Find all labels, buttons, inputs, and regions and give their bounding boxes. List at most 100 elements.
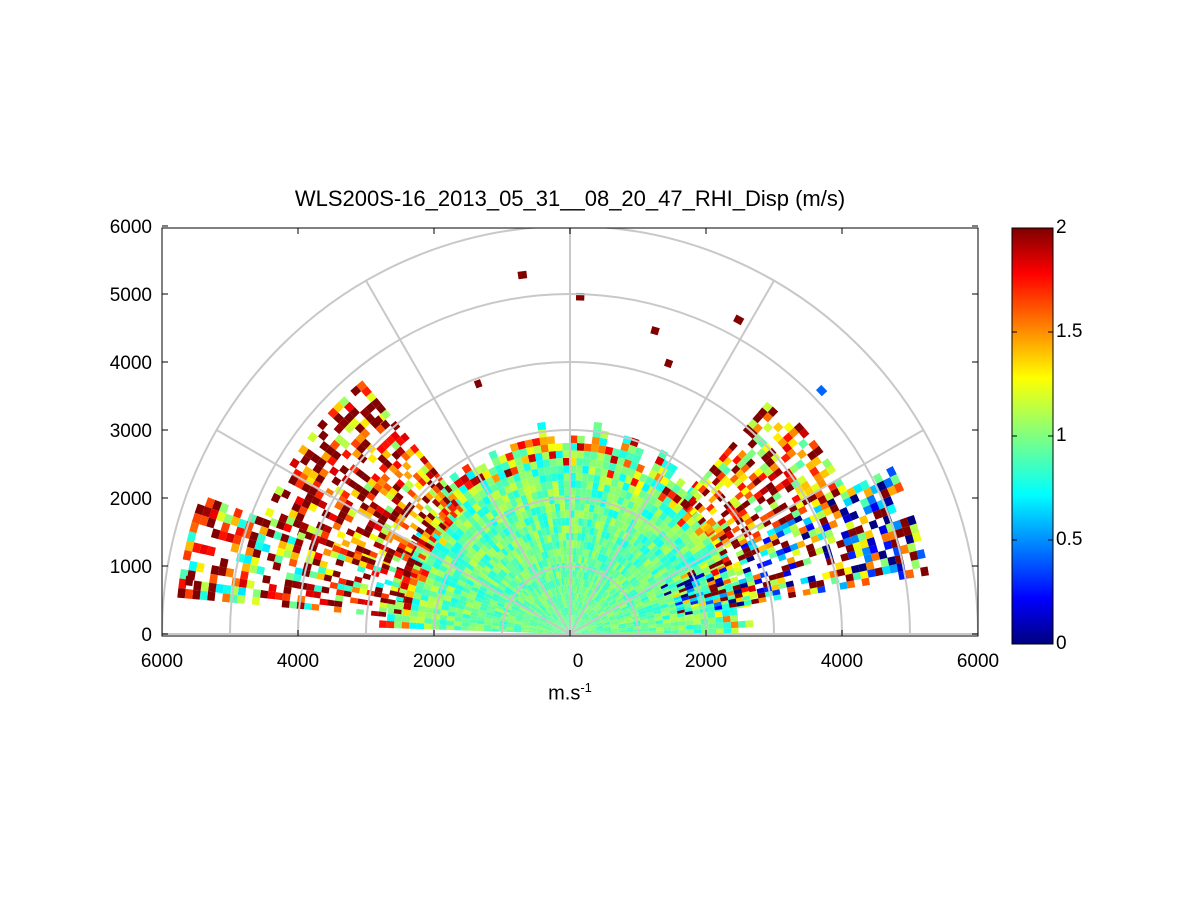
data-cell <box>881 565 891 575</box>
data-cell <box>507 619 515 624</box>
data-cell <box>573 592 577 601</box>
data-cell <box>505 553 513 562</box>
data-cell <box>256 533 266 544</box>
data-cell <box>425 606 434 614</box>
data-cell <box>586 607 593 615</box>
data-cell <box>579 622 586 628</box>
data-cell <box>591 614 599 620</box>
data-cell <box>743 599 752 606</box>
data-cell <box>562 442 570 451</box>
data-cell <box>692 550 703 560</box>
data-cell <box>610 601 618 608</box>
data-cell <box>380 597 389 604</box>
data-cell <box>654 517 663 527</box>
data-cell <box>482 533 491 542</box>
data-cell <box>680 573 689 580</box>
data-cell <box>237 586 247 596</box>
data-cell <box>591 602 598 609</box>
data-cell <box>576 450 584 459</box>
data-cell <box>796 540 806 549</box>
data-cell <box>617 565 625 574</box>
data-cell <box>543 631 552 633</box>
data-cell <box>596 560 603 569</box>
data-cell <box>560 593 564 601</box>
data-cell <box>543 574 549 583</box>
data-cell <box>280 489 291 500</box>
data-cell <box>560 585 564 594</box>
data-cell <box>521 628 529 631</box>
data-cell <box>308 570 318 579</box>
data-cell <box>645 529 654 539</box>
data-cell <box>584 587 589 596</box>
data-cell <box>499 581 508 589</box>
data-cell <box>456 563 466 572</box>
data-cell <box>766 496 776 506</box>
data-cell <box>463 567 473 575</box>
data-cell <box>786 517 796 527</box>
data-cell <box>617 619 625 623</box>
data-cell <box>596 630 604 632</box>
data-cell <box>858 563 868 572</box>
data-cell <box>626 468 636 478</box>
data-cell <box>580 626 588 630</box>
data-cell <box>361 529 372 538</box>
data-cell <box>494 524 503 533</box>
data-cell <box>272 561 282 571</box>
data-cell <box>210 565 220 576</box>
data-cell <box>288 509 299 520</box>
data-cell <box>564 615 567 623</box>
data-cell <box>419 455 429 465</box>
data-cell <box>661 486 672 496</box>
data-cell <box>517 487 526 497</box>
data-cell <box>597 445 607 454</box>
data-cell <box>620 567 628 576</box>
data-cell <box>726 517 736 526</box>
data-cell <box>561 608 565 617</box>
data-cell <box>477 527 487 537</box>
data-cell <box>603 626 611 629</box>
data-cell <box>594 605 601 612</box>
data-cell <box>184 540 195 552</box>
data-cell <box>525 509 533 518</box>
data-cell <box>542 612 550 618</box>
data-cell <box>708 623 717 629</box>
data-cell <box>250 556 260 566</box>
data-cell <box>734 592 743 599</box>
data-cell <box>530 523 537 532</box>
data-cell <box>357 598 366 605</box>
data-cell <box>397 542 407 550</box>
data-cell <box>662 618 671 624</box>
data-cell <box>248 564 258 574</box>
data-cell <box>539 536 545 545</box>
data-cell <box>346 550 355 558</box>
data-cell <box>912 531 922 543</box>
data-cell <box>671 625 679 631</box>
data-cell <box>830 487 841 498</box>
data-cell <box>611 626 619 630</box>
data-cell <box>494 607 503 613</box>
data-cells <box>177 270 929 635</box>
data-cell <box>612 591 620 599</box>
data-cell <box>586 519 592 528</box>
data-cell <box>434 541 444 551</box>
data-cell <box>866 537 877 547</box>
data-cell <box>607 533 615 542</box>
data-cell <box>524 439 534 448</box>
data-cell <box>662 546 672 556</box>
data-cell <box>771 538 781 547</box>
data-cell <box>500 461 511 471</box>
data-cell <box>611 543 619 552</box>
data-cell <box>318 536 328 546</box>
data-cell <box>410 604 419 612</box>
data-cell <box>352 531 362 540</box>
data-cell <box>497 599 506 606</box>
data-cell <box>437 490 446 500</box>
data-cell <box>478 609 487 615</box>
data-cell <box>526 524 533 534</box>
data-cell <box>475 593 485 600</box>
data-cell <box>773 422 784 433</box>
data-cell <box>380 439 391 450</box>
data-cell <box>562 608 566 616</box>
data-cell <box>571 623 574 631</box>
data-cell <box>402 571 411 578</box>
